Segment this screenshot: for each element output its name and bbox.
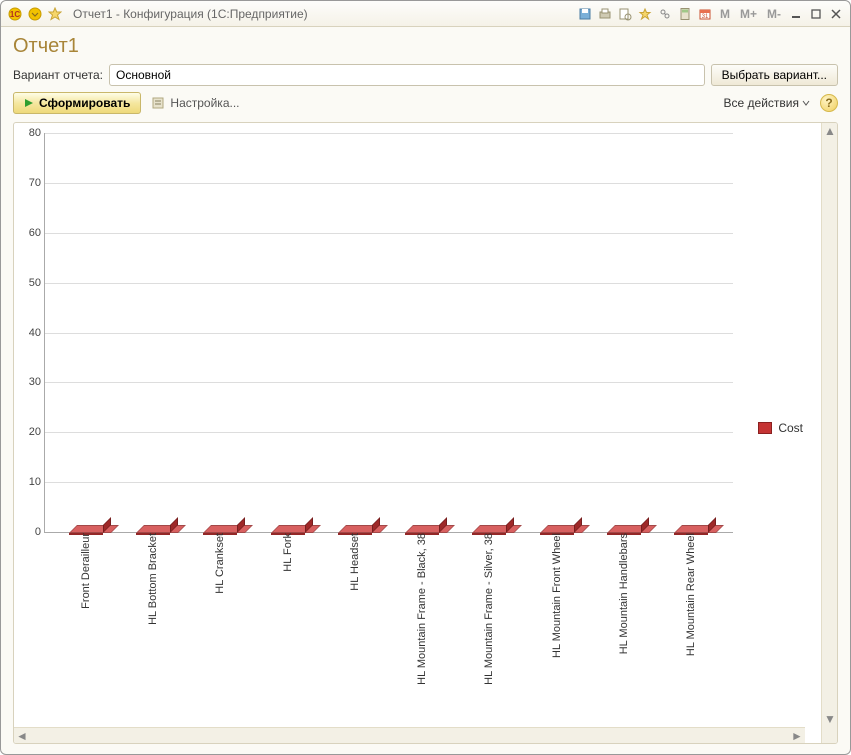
x-tick-label: HL Mountain Frame - Silver, 38 (483, 533, 495, 685)
x-tick-label: HL Bottom Bracket (147, 533, 159, 625)
xlabel-slot: HL Mountain Handlebars (590, 533, 657, 725)
settings-link-label: Настройка... (170, 96, 239, 110)
titlebar: 1C Отчет1 - Конфигурация (1С:Предприятие… (1, 1, 850, 27)
chart-pane: 01020304050607080 Front DerailleurHL Bot… (14, 123, 821, 743)
y-tick-label: 10 (17, 476, 41, 488)
titlebar-star-icon[interactable] (47, 6, 63, 22)
x-tick-label: HL Fork (282, 533, 294, 572)
tool-row: Сформировать Настройка... Все действия ? (13, 92, 838, 114)
chart-container: 01020304050607080 Front DerailleurHL Bot… (13, 122, 838, 744)
xlabel-slot: Front Derailleur (52, 533, 119, 725)
scroll-left-icon[interactable]: ◄ (14, 728, 30, 743)
x-tick-label: HL Mountain Frame - Black, 38 (416, 533, 428, 685)
choose-variant-button[interactable]: Выбрать вариант... (711, 64, 838, 86)
content-area: Отчет1 Вариант отчета: Выбрать вариант..… (1, 27, 850, 754)
variant-label: Вариант отчета: (13, 68, 103, 82)
minimize-icon[interactable] (788, 6, 804, 22)
maximize-icon[interactable] (808, 6, 824, 22)
xlabel-slot: HL Mountain Front Wheel (523, 533, 590, 725)
xlabel-slot: HL Mountain Rear Wheel (658, 533, 725, 725)
scroll-up-icon[interactable]: ▲ (822, 123, 838, 139)
scroll-right-icon[interactable]: ► (789, 728, 805, 743)
titlebar-chevron-down-icon[interactable] (27, 6, 43, 22)
y-tick-label: 60 (17, 227, 41, 239)
y-tick-label: 70 (17, 177, 41, 189)
svg-text:1C: 1C (10, 10, 20, 19)
svg-text:31: 31 (702, 14, 709, 20)
all-actions-label: Все действия (724, 96, 799, 110)
generate-button-label: Сформировать (39, 96, 130, 110)
xlabel-slot: HL Bottom Bracket (119, 533, 186, 725)
y-tick-label: 50 (17, 277, 41, 289)
xlabel-slot: HL Headset (321, 533, 388, 725)
xlabel-slot: HL Mountain Frame - Silver, 38 (456, 533, 523, 725)
y-tick-label: 80 (17, 127, 41, 139)
settings-icon (151, 96, 165, 110)
help-icon[interactable]: ? (820, 94, 838, 112)
memory-mplus-button[interactable]: M+ (737, 7, 760, 21)
x-tick-label: HL Mountain Handlebars (618, 533, 630, 654)
titlebar-tool-group: 31 M M+ M- (577, 6, 844, 22)
window-title: Отчет1 - Конфигурация (1С:Предприятие) (73, 7, 308, 21)
app-window: 1C Отчет1 - Конфигурация (1С:Предприятие… (0, 0, 851, 755)
vertical-scrollbar[interactable]: ▲ ▼ (821, 123, 837, 743)
save-icon[interactable] (577, 6, 593, 22)
print-icon[interactable] (597, 6, 613, 22)
hscroll-track[interactable] (30, 728, 789, 743)
legend-swatch (758, 422, 772, 434)
x-tick-label: HL Crankset (214, 533, 226, 594)
settings-link[interactable]: Настройка... (151, 96, 239, 110)
memory-m-button[interactable]: M (717, 7, 733, 21)
y-tick-label: 40 (17, 327, 41, 339)
variant-input[interactable] (109, 64, 705, 86)
links-icon[interactable] (657, 6, 673, 22)
calculator-icon[interactable] (677, 6, 693, 22)
chevron-down-icon (802, 99, 810, 107)
x-tick-label: HL Headset (349, 533, 361, 591)
y-tick-label: 0 (17, 526, 41, 538)
x-tick-label: Front Derailleur (80, 533, 92, 609)
chart-legend: Cost (758, 421, 803, 435)
x-tick-label: HL Mountain Rear Wheel (685, 533, 697, 656)
horizontal-scrollbar[interactable]: ◄ ► (14, 727, 805, 743)
app-icon: 1C (7, 6, 23, 22)
chart-bars (44, 133, 733, 533)
memory-mminus-button[interactable]: M- (764, 7, 784, 21)
xlabel-slot: HL Mountain Frame - Black, 38 (388, 533, 455, 725)
preview-icon[interactable] (617, 6, 633, 22)
report-title: Отчет1 (13, 35, 838, 58)
scroll-down-icon[interactable]: ▼ (822, 711, 838, 727)
y-tick-label: 30 (17, 376, 41, 388)
xlabel-slot: HL Fork (254, 533, 321, 725)
close-icon[interactable] (828, 6, 844, 22)
chart-plot: 01020304050607080 (44, 133, 733, 533)
y-tick-label: 20 (17, 426, 41, 438)
xlabel-slot: HL Crankset (187, 533, 254, 725)
chart-xlabels: Front Derailleur HL Bottom Bracket HL Cran… (44, 533, 733, 725)
generate-button[interactable]: Сформировать (13, 92, 141, 114)
star-add-icon[interactable] (637, 6, 653, 22)
x-tick-label: HL Mountain Front Wheel (551, 533, 563, 658)
all-actions-dropdown[interactable]: Все действия (724, 96, 810, 110)
legend-label: Cost (778, 421, 803, 435)
variant-row: Вариант отчета: Выбрать вариант... (13, 64, 838, 86)
play-icon (24, 98, 34, 108)
calendar-icon[interactable]: 31 (697, 6, 713, 22)
